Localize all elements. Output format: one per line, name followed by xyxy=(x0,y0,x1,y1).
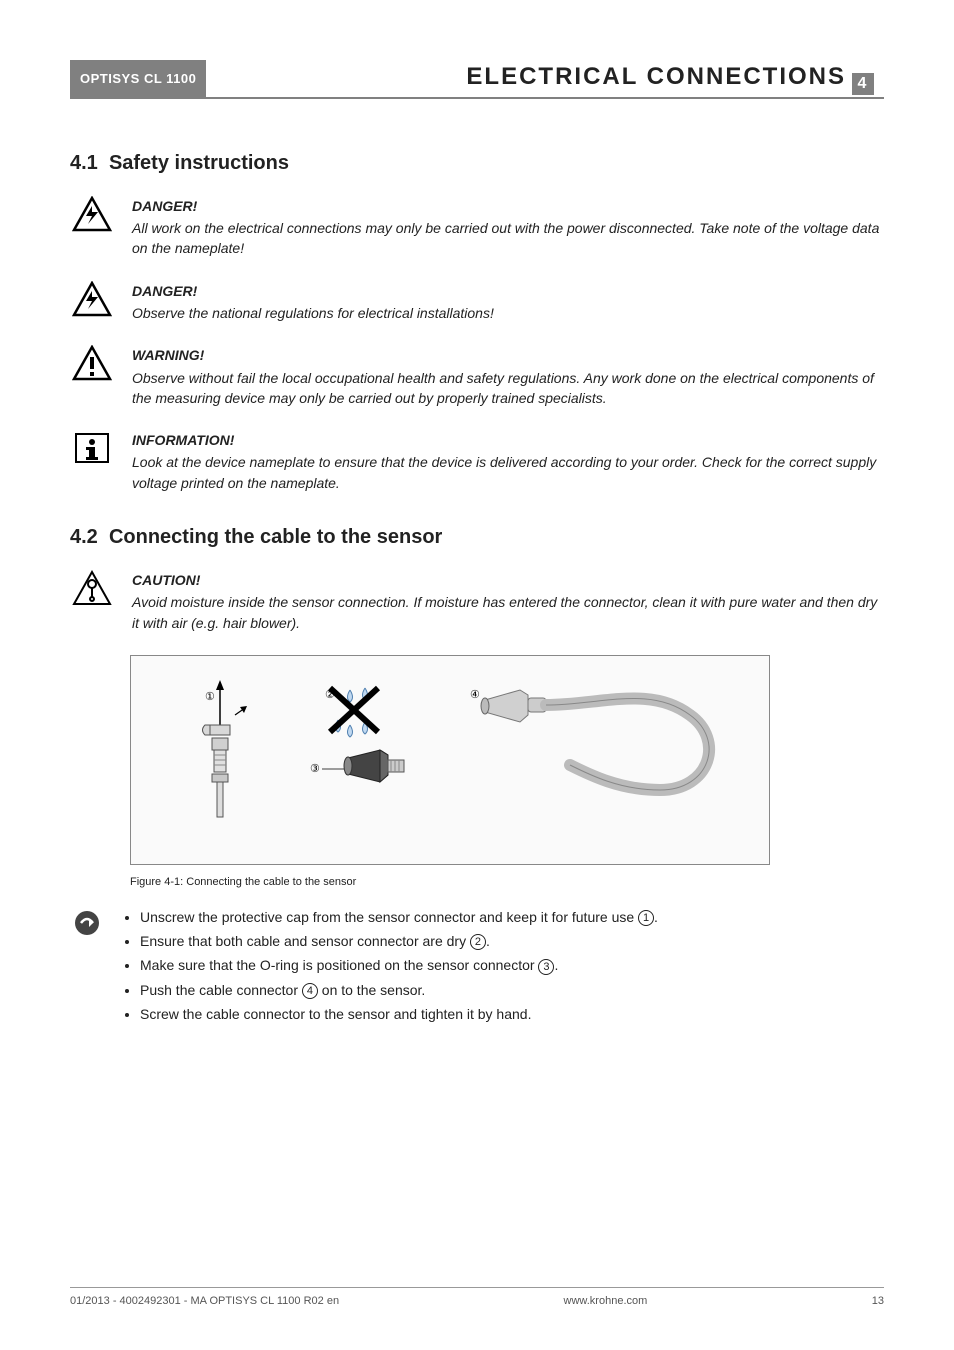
callout-4: ④ xyxy=(470,689,480,701)
section-4-1-heading: 4.1 Safety instructions xyxy=(70,149,884,178)
figure-svg: ① ② xyxy=(150,670,750,850)
product-label: OPTISYS CL 1100 xyxy=(70,60,206,99)
step-5: Screw the cable connector to the sensor … xyxy=(140,1004,658,1024)
page-header: OPTISYS CL 1100 ELECTRICAL CONNECTIONS 4 xyxy=(70,60,884,99)
notice-head: DANGER! xyxy=(132,196,884,216)
section-num: 4.1 xyxy=(70,152,98,174)
notice-warning: WARNING! Observe without fail the local … xyxy=(70,345,884,408)
danger-icon xyxy=(70,196,114,232)
notice-text: Avoid moisture inside the sensor connect… xyxy=(132,592,884,633)
step-3: Make sure that the O-ring is positioned … xyxy=(140,955,658,975)
step-1: Unscrew the protective cap from the sens… xyxy=(140,907,658,927)
notice-text: Look at the device nameplate to ensure t… xyxy=(132,452,884,493)
notice-danger-1: DANGER! All work on the electrical conne… xyxy=(70,196,884,259)
step-2: Ensure that both cable and sensor connec… xyxy=(140,931,658,951)
step-4: Push the cable connector 4 on to the sen… xyxy=(140,980,658,1000)
notice-head: CAUTION! xyxy=(132,570,884,590)
notice-text: Observe without fail the local occupatio… xyxy=(132,368,884,409)
notice-text: All work on the electrical connections m… xyxy=(132,218,884,259)
notice-information: INFORMATION! Look at the device nameplat… xyxy=(70,430,884,493)
info-icon xyxy=(70,430,114,466)
notice-head: INFORMATION! xyxy=(132,430,884,450)
steps-list: Unscrew the protective cap from the sens… xyxy=(122,907,658,1028)
notice-caution: CAUTION! Avoid moisture inside the senso… xyxy=(70,570,884,633)
danger-icon xyxy=(70,281,114,317)
callout-1: ① xyxy=(205,691,215,703)
chapter-title: ELECTRICAL CONNECTIONS 4 xyxy=(446,60,884,99)
action-icon xyxy=(70,909,104,937)
notice-head: DANGER! xyxy=(132,281,884,301)
caution-icon xyxy=(70,570,114,606)
warning-icon xyxy=(70,345,114,381)
section-num: 4.2 xyxy=(70,526,98,548)
callout-3: ③ xyxy=(310,763,320,775)
figure-4-1: ① ② xyxy=(130,655,770,865)
chapter-number-badge: 4 xyxy=(852,73,874,95)
footer-left: 01/2013 - 4002492301 - MA OPTISYS CL 110… xyxy=(70,1294,339,1310)
page-footer: 01/2013 - 4002492301 - MA OPTISYS CL 110… xyxy=(70,1287,884,1310)
section-title: Connecting the cable to the sensor xyxy=(109,526,442,548)
notice-head: WARNING! xyxy=(132,345,884,365)
section-4-2-heading: 4.2 Connecting the cable to the sensor xyxy=(70,523,884,552)
section-title: Safety instructions xyxy=(109,152,289,174)
notice-danger-2: DANGER! Observe the national regulations… xyxy=(70,281,884,324)
chapter-title-text: ELECTRICAL CONNECTIONS xyxy=(466,60,846,95)
figure-caption: Figure 4-1: Connecting the cable to the … xyxy=(130,875,884,891)
header-rule xyxy=(206,60,446,99)
footer-center: www.krohne.com xyxy=(564,1294,648,1310)
footer-page: 13 xyxy=(872,1294,884,1310)
notice-text: Observe the national regulations for ele… xyxy=(132,303,884,323)
